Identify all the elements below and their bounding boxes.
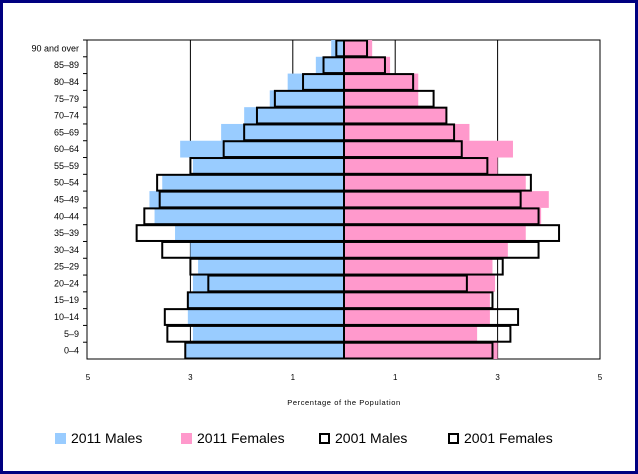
bar-2011-males [180, 140, 344, 158]
y-tick-label: 15–19 [54, 295, 79, 305]
legend-swatch-2001-females [448, 432, 459, 444]
bar-2011-females [344, 224, 526, 242]
legend-label-2011-males: 2011 Males [71, 430, 143, 446]
bar-2011-females [344, 291, 490, 309]
y-tick-label: 60–64 [54, 144, 79, 154]
bar-2011-males [175, 224, 344, 242]
bar-2011-males [287, 73, 344, 91]
bar-2011-males [185, 342, 344, 359]
y-tick-label: 80–84 [54, 77, 79, 87]
bar-2011-females [344, 140, 513, 158]
bar-2011-females [344, 207, 542, 225]
legend-item-2001-males: 2001 Males [319, 430, 407, 446]
bar-2011-females [344, 325, 478, 343]
legend-item-2011-females: 2011 Females [181, 430, 285, 446]
bar-2011-males [192, 157, 344, 175]
bar-2011-males [192, 275, 344, 292]
y-tick-label: 65–69 [54, 127, 79, 137]
bar-2011-females [344, 90, 419, 108]
bar-2011-males [192, 325, 344, 343]
bar-2011-females [344, 342, 498, 359]
bar-2011-males [331, 40, 344, 57]
bar-2011-females [344, 275, 496, 292]
y-tick-label: 85–89 [54, 60, 79, 70]
y-tick-label: 20–24 [54, 278, 79, 288]
bar-2011-males [187, 291, 344, 309]
x-axis-label: Percentage of the Population [287, 398, 401, 407]
bar-2011-females [344, 107, 447, 124]
bar-2011-males [269, 90, 344, 108]
legend-item-2001-females: 2001 Females [448, 430, 553, 446]
population-pyramid-plot: 0–4 5–9 10–14 15–19 20–24 25–29 30–34 35–39 40–4… [31, 39, 603, 382]
legend-label-2011-females: 2011 Females [197, 430, 285, 446]
bar-2011-females [344, 174, 526, 192]
bar-2011-males [149, 191, 344, 208]
bar-2011-males [221, 123, 344, 141]
x-tick-label: 5 [86, 373, 91, 382]
y-tick-label: 55–59 [54, 161, 79, 171]
x-tick-label: 5 [598, 373, 603, 382]
y-tick-label: 75–79 [54, 94, 79, 104]
bar-2011-males [315, 56, 344, 74]
x-tick-label: 1 [291, 373, 296, 382]
y-tick-label: 5–9 [64, 329, 79, 339]
bar-2011-males [198, 258, 344, 276]
y-tick-label: 90 and over [31, 43, 79, 53]
bar-2011-females [344, 258, 493, 276]
bar-2011-females [344, 191, 549, 208]
bar-2011-females [344, 157, 498, 175]
y-tick-label: 25–29 [54, 262, 79, 272]
bar-2011-males [162, 174, 344, 192]
bar-2011-males [244, 107, 344, 124]
legend: 2011 Males 2011 Females 2001 Males 2001 … [0, 430, 638, 450]
y-tick-label: 10–14 [54, 312, 79, 322]
y-tick-label: 70–74 [54, 111, 79, 121]
y-tick-label: 30–34 [54, 245, 79, 255]
bar-2011-females [344, 73, 419, 91]
y-tick-label: 45–49 [54, 195, 79, 205]
x-tick-label: 1 [393, 373, 398, 382]
legend-label-2001-males: 2001 Males [335, 430, 408, 446]
x-tick-label: 3 [188, 373, 193, 382]
y-tick-label: 35–39 [54, 228, 79, 238]
bar-2011-females [344, 56, 391, 74]
bar-2011-females [344, 123, 470, 141]
x-tick-label: 3 [495, 373, 500, 382]
y-tick-label: 40–44 [54, 211, 79, 221]
y-tick-label: 0–4 [64, 346, 79, 356]
bar-2011-males [187, 308, 344, 326]
legend-swatch-2011-males [55, 432, 66, 444]
legend-item-2011-males: 2011 Males [55, 430, 142, 446]
y-tick-label: 50–54 [54, 178, 79, 188]
bar-2011-females [344, 241, 508, 259]
bar-2011-females [344, 40, 373, 57]
legend-swatch-2011-females [181, 432, 192, 444]
bar-2011-males [154, 207, 344, 225]
bar-2011-males [190, 241, 344, 259]
legend-label-2001-females: 2001 Females [464, 430, 553, 446]
bar-2011-females [344, 308, 490, 326]
legend-swatch-2001-males [319, 432, 330, 444]
